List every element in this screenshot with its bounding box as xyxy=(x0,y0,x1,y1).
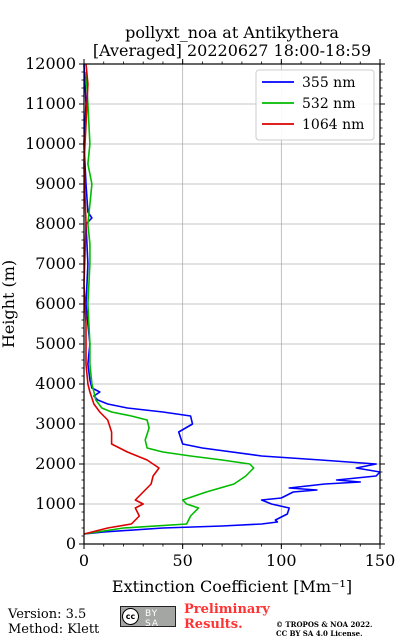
version-label: Version: 3.5 xyxy=(8,607,87,622)
y-tick-label: 4000 xyxy=(35,374,76,393)
extinction-profile-chart: 0 50 100 150 0 1000 2000 3000 4000 5000 6000 7000 80… xyxy=(0,54,396,596)
cc-icon: cc xyxy=(122,608,139,625)
y-tick-label: 3000 xyxy=(35,414,76,433)
legend-label: 1064 nm xyxy=(302,117,364,133)
y-axis-label: Height (m) xyxy=(0,260,18,348)
series-line-1064-nm xyxy=(83,63,160,535)
chart-title-line-1: pollyxt_noa at Antikythera xyxy=(125,23,339,42)
copyright-line-1: © TROPOS & NOA 2022. xyxy=(276,620,373,629)
x-tick-label: 0 xyxy=(79,551,89,570)
x-tick-label: 150 xyxy=(365,551,396,570)
series-line-532-nm xyxy=(83,71,255,535)
copyright-line-2: CC BY SA 4.0 License. xyxy=(276,629,363,638)
cc-badge-text: BY SA xyxy=(145,609,160,629)
y-tick-label: 5000 xyxy=(35,334,76,353)
y-tick-label: 9000 xyxy=(35,174,76,193)
legend: 355 nm 532 nm 1064 nm xyxy=(255,69,375,141)
y-tick-label: 2000 xyxy=(35,454,76,473)
y-tick-label: 7000 xyxy=(35,254,76,273)
legend-label: 355 nm xyxy=(302,75,355,91)
cc-license-badge: cc BY SA xyxy=(120,606,176,629)
y-tick-label: 0 xyxy=(66,534,76,553)
preliminary-line-2: Results. xyxy=(184,617,243,632)
series-line-355-nm xyxy=(83,63,381,535)
x-axis-label: Extinction Coefficient [Mm⁻¹] xyxy=(112,577,352,596)
y-tick-label: 12000 xyxy=(25,54,76,73)
preliminary-line-1: Preliminary xyxy=(184,602,270,617)
legend-box xyxy=(255,69,375,141)
x-tick-label: 100 xyxy=(266,551,297,570)
method-label: Method: Klett xyxy=(8,622,100,637)
y-tick-label: 8000 xyxy=(35,214,76,233)
y-tick-label: 11000 xyxy=(25,94,76,113)
y-tick-label: 10000 xyxy=(25,134,76,153)
preliminary-notice: Preliminary Results. xyxy=(184,602,270,632)
y-tick-label: 6000 xyxy=(35,294,76,313)
legend-label: 532 nm xyxy=(302,96,355,112)
copyright-notice: © TROPOS & NOA 2022. CC BY SA 4.0 Licens… xyxy=(276,620,372,638)
y-tick-label: 1000 xyxy=(35,494,76,513)
plot-frame xyxy=(83,63,381,545)
x-tick-label: 50 xyxy=(172,551,192,570)
chart-title-line-2: [Averaged] 20220627 18:00-18:59 xyxy=(92,41,372,60)
